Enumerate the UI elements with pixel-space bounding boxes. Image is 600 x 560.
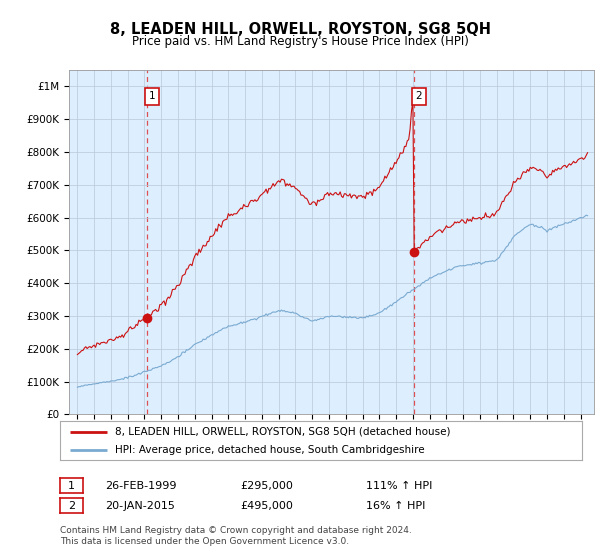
Text: 1: 1 bbox=[68, 480, 75, 491]
Text: 26-FEB-1999: 26-FEB-1999 bbox=[105, 480, 176, 491]
Text: 8, LEADEN HILL, ORWELL, ROYSTON, SG8 5QH (detached house): 8, LEADEN HILL, ORWELL, ROYSTON, SG8 5QH… bbox=[115, 427, 451, 437]
Text: 111% ↑ HPI: 111% ↑ HPI bbox=[366, 480, 433, 491]
Text: 2: 2 bbox=[68, 501, 75, 511]
Text: £495,000: £495,000 bbox=[240, 501, 293, 511]
Text: 2: 2 bbox=[415, 91, 422, 101]
Text: 8, LEADEN HILL, ORWELL, ROYSTON, SG8 5QH: 8, LEADEN HILL, ORWELL, ROYSTON, SG8 5QH bbox=[110, 22, 491, 38]
Text: HPI: Average price, detached house, South Cambridgeshire: HPI: Average price, detached house, Sout… bbox=[115, 445, 424, 455]
Text: Price paid vs. HM Land Registry's House Price Index (HPI): Price paid vs. HM Land Registry's House … bbox=[131, 35, 469, 48]
Text: Contains HM Land Registry data © Crown copyright and database right 2024.
This d: Contains HM Land Registry data © Crown c… bbox=[60, 526, 412, 546]
Text: 1: 1 bbox=[149, 91, 155, 101]
Text: 16% ↑ HPI: 16% ↑ HPI bbox=[366, 501, 425, 511]
Text: £295,000: £295,000 bbox=[240, 480, 293, 491]
Text: 20-JAN-2015: 20-JAN-2015 bbox=[105, 501, 175, 511]
